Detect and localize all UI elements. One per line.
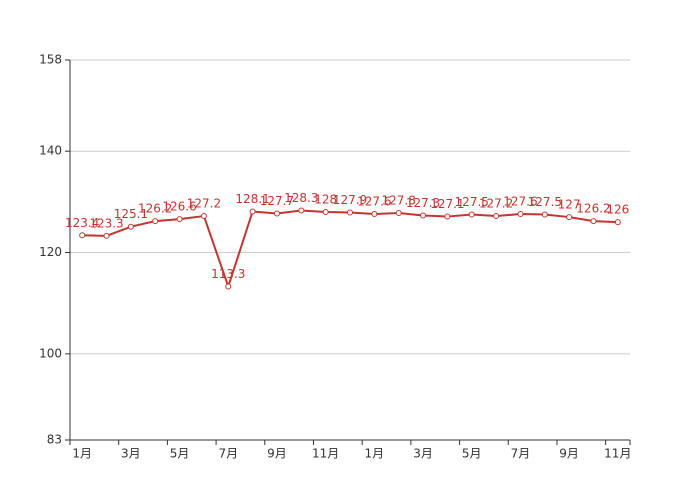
point xyxy=(322,209,329,215)
value-label: 127.2 xyxy=(479,197,513,211)
point xyxy=(395,210,402,217)
point xyxy=(444,213,451,220)
point xyxy=(127,223,134,230)
point xyxy=(225,283,232,290)
value-label: 123.3 xyxy=(89,216,123,230)
x-tick-label: 5月 xyxy=(462,447,482,461)
value-label: 127.2 xyxy=(187,197,221,211)
value-label: 127.7 xyxy=(260,194,294,208)
point xyxy=(103,232,110,239)
point xyxy=(79,232,86,239)
x-tick-label: 9月 xyxy=(559,447,579,461)
point xyxy=(273,210,280,217)
x-tick-label: 1月 xyxy=(365,447,385,461)
y-tick-label: 100 xyxy=(39,346,62,360)
point xyxy=(176,216,183,223)
point xyxy=(249,208,256,215)
value-label: 128 xyxy=(314,193,337,207)
point xyxy=(298,207,305,214)
value-label: 127.6 xyxy=(503,195,537,209)
value-label: 126.2 xyxy=(576,202,610,216)
value-label: 127.3 xyxy=(406,196,440,210)
point xyxy=(200,213,207,220)
value-label: 126 xyxy=(606,203,629,217)
value-label: 127.9 xyxy=(333,193,367,207)
value-label: 125.1 xyxy=(114,207,148,221)
point xyxy=(614,219,621,226)
y-tick-label: 120 xyxy=(39,245,62,259)
x-tick-label: 3月 xyxy=(413,447,433,461)
point xyxy=(541,211,548,218)
y-tick-label: 140 xyxy=(39,144,62,158)
line xyxy=(82,209,618,290)
x-tick-label: 11月 xyxy=(604,447,631,461)
x-tick-label: 3月 xyxy=(121,447,141,461)
x-tick-label: 1月 xyxy=(72,447,92,461)
value-label: 128.1 xyxy=(235,192,269,206)
value-label: 123.4 xyxy=(65,216,99,230)
x-tick-label: 7月 xyxy=(511,447,531,461)
x-tick-label: 11月 xyxy=(312,447,339,461)
value-label: 127.8 xyxy=(382,194,416,208)
value-label: 127.1 xyxy=(430,197,464,211)
point xyxy=(468,211,475,218)
y-tick-label: 83 xyxy=(47,433,62,447)
point xyxy=(493,213,500,220)
x-tick-label: 5月 xyxy=(170,447,190,461)
point xyxy=(566,214,573,221)
value-label: 127.5 xyxy=(528,195,562,209)
value-label: 127.5 xyxy=(455,195,489,209)
point xyxy=(590,218,597,225)
point xyxy=(347,209,353,216)
point xyxy=(371,211,378,218)
point xyxy=(152,218,159,225)
value-label: 127.6 xyxy=(357,195,391,209)
value-label: 126.2 xyxy=(138,202,172,216)
x-tick-label: 9月 xyxy=(267,447,287,461)
point xyxy=(420,212,427,219)
value-label: 127 xyxy=(558,198,581,212)
y-tick-label: 158 xyxy=(39,53,62,67)
x-tick-label: 7月 xyxy=(218,447,238,461)
value-label: 126.6 xyxy=(162,200,196,214)
value-label: 128.3 xyxy=(284,191,318,205)
value-label: 113.3 xyxy=(211,267,245,281)
point xyxy=(517,211,524,218)
